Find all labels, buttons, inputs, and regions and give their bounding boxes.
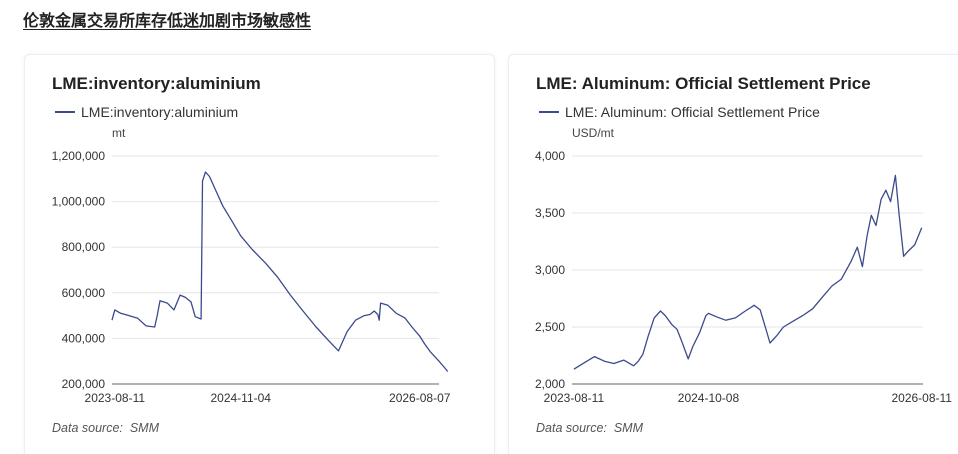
data-source: Data source: SMM — [536, 421, 643, 435]
x-tick-label: 2026-08-07 — [389, 391, 451, 405]
legend[interactable]: LME: Aluminum: Official Settlement Price — [539, 104, 820, 120]
inventory-chart-card: LME:inventory:aluminium LME:inventory:al… — [24, 54, 495, 454]
x-tick-label: 2024-10-08 — [678, 391, 740, 405]
y-tick-label: 1,200,000 — [52, 149, 106, 163]
legend-line-icon — [539, 111, 559, 113]
y-tick-label: 1,000,000 — [52, 195, 106, 209]
data-source: Data source: SMM — [52, 421, 159, 435]
x-tick-label: 2023-08-11 — [544, 391, 605, 405]
y-tick-label: 2,500 — [535, 320, 565, 334]
legend[interactable]: LME:inventory:aluminium — [55, 104, 238, 120]
y-axis-unit: mt — [112, 126, 126, 140]
x-tick-label: 2023-08-11 — [85, 391, 146, 405]
y-tick-label: 2,000 — [535, 377, 565, 391]
x-tick-label: 2026-08-11 — [891, 391, 952, 405]
chart-title: LME: Aluminum: Official Settlement Price — [536, 74, 871, 93]
legend-line-icon — [55, 111, 75, 113]
legend-label: LME:inventory:aluminium — [81, 104, 239, 120]
source-label: Data source: — [52, 421, 123, 435]
y-tick-label: 400,000 — [62, 331, 106, 345]
y-tick-label: 600,000 — [62, 286, 106, 300]
source-name: SMM — [613, 421, 643, 435]
series-line[interactable] — [573, 174, 923, 370]
y-tick-label: 200,000 — [62, 377, 106, 391]
x-tick-label: 2024-11-04 — [210, 391, 271, 405]
y-tick-label: 4,000 — [535, 149, 565, 163]
series-line[interactable] — [111, 171, 449, 372]
source-name: SMM — [129, 421, 159, 435]
legend-label: LME: Aluminum: Official Settlement Price — [565, 104, 820, 120]
chart-title: LME:inventory:aluminium — [52, 74, 261, 93]
y-tick-label: 800,000 — [62, 240, 106, 254]
page-title: 伦敦金属交易所库存低迷加剧市场敏感性 — [23, 13, 312, 30]
y-tick-label: 3,000 — [535, 263, 565, 277]
y-axis-unit: USD/mt — [572, 126, 614, 140]
y-tick-label: 3,500 — [535, 206, 565, 220]
price-line-chart: 2,000 2,500 3,000 3,500 4,000 2023-08-11 2024-… — [535, 149, 952, 405]
inventory-line-chart: 200,000 400,000 600,000 800,000 1,000,000 1,2… — [52, 149, 451, 405]
source-label: Data source: — [536, 421, 607, 435]
price-chart-card: LME: Aluminum: Official Settlement Price… — [508, 54, 958, 454]
